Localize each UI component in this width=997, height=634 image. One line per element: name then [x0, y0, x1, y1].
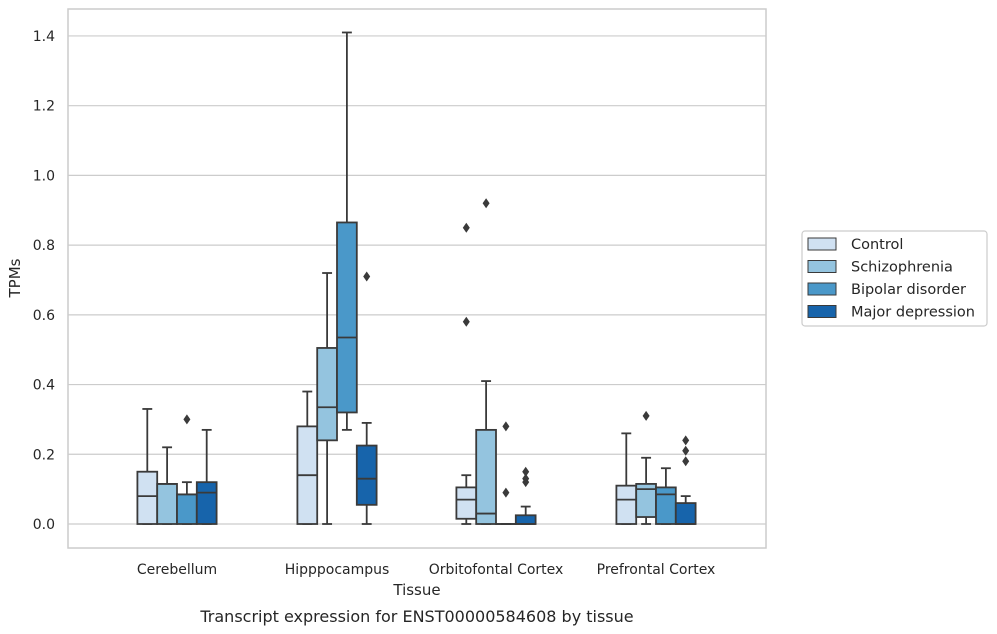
- legend-frame: [801, 230, 988, 327]
- legend-label: Bipolar disorder: [851, 282, 966, 298]
- outlier-point: [682, 435, 690, 446]
- y-grid: [68, 35, 766, 525]
- box-control: [455, 222, 478, 525]
- box-major-depression: [355, 271, 378, 525]
- iqr-box: [475, 428, 497, 525]
- iqr-box: [195, 481, 218, 525]
- legend: Control Schizophrenia Bipolar disorder Majo…: [801, 230, 988, 327]
- iqr-box: [674, 502, 697, 525]
- outlier-point: [363, 271, 371, 282]
- y-tick-label: 1.2: [33, 99, 55, 115]
- boxes: [136, 31, 697, 525]
- outlier-point: [462, 222, 470, 233]
- y-axis-label: TPMs: [6, 258, 24, 298]
- outlier-point: [462, 316, 470, 327]
- outlier-point: [502, 487, 510, 498]
- y-tick-label: 1.0: [33, 168, 55, 184]
- x-tick-label: Hipppocampus: [285, 562, 390, 578]
- plot-frame: [67, 8, 767, 549]
- iqr-box: [156, 483, 178, 525]
- x-tick-label: Prefrontal Cortex: [597, 562, 716, 578]
- box-schizophrenia: [475, 198, 497, 525]
- box-bipolar-disorder: [655, 467, 677, 525]
- outlier-point: [682, 445, 690, 456]
- y-tick-label: 1.4: [33, 29, 55, 45]
- y-tick-label: 0.2: [33, 447, 55, 463]
- y-tick-label: 0.6: [33, 308, 55, 324]
- legend-swatch: [807, 282, 837, 296]
- legend-swatch: [807, 305, 837, 318]
- box-schizophrenia: [635, 410, 657, 525]
- outlier-point: [522, 466, 530, 477]
- iqr-box: [655, 486, 677, 525]
- iqr-box: [615, 484, 638, 525]
- outlier-point: [502, 421, 510, 432]
- legend-label: Schizophrenia: [851, 260, 953, 276]
- y-tick-label: 0.0: [33, 517, 55, 533]
- x-axis-label: Tissue: [392, 581, 440, 599]
- legend-swatch: [807, 237, 837, 251]
- y-axis-ticks: 0.0 0.2 0.4 0.6 0.8 1.0 1.2 1.4: [33, 29, 55, 533]
- y-tick-label: 0.4: [33, 378, 55, 394]
- y-tick-label: 0.8: [33, 238, 55, 254]
- iqr-box: [455, 486, 478, 520]
- iqr-box: [336, 221, 358, 414]
- box-schizophrenia: [156, 446, 178, 525]
- outlier-point: [522, 473, 530, 484]
- iqr-box: [136, 470, 159, 525]
- legend-swatch: [807, 260, 837, 273]
- iqr-box: [514, 514, 537, 525]
- iqr-box: [316, 347, 338, 442]
- outlier-point: [482, 198, 490, 209]
- box-bipolar-disorder: [176, 414, 198, 525]
- box-major-depression: [195, 428, 218, 525]
- x-tick-label: Orbitofontal Cortex: [429, 562, 564, 578]
- outlier-point: [183, 414, 191, 425]
- box-control: [296, 390, 319, 525]
- box-schizophrenia: [316, 272, 338, 525]
- box-control: [615, 432, 638, 525]
- x-axis-ticks: Cerebellum Hipppocampus Orbitofontal Corte…: [137, 562, 715, 578]
- box-major-depression: [674, 435, 697, 525]
- legend-label: Control: [851, 237, 903, 253]
- iqr-box: [355, 444, 378, 506]
- legend-label: Major depression: [851, 305, 975, 321]
- iqr-box: [176, 493, 198, 525]
- chart-caption: Transcript expression for ENST0000058460…: [199, 607, 633, 626]
- box-major-depression: [514, 466, 537, 525]
- outlier-point: [642, 410, 650, 421]
- outlier-point: [682, 456, 690, 467]
- x-tick-label: Cerebellum: [137, 562, 217, 578]
- box-bipolar-disorder: [495, 421, 517, 525]
- box-control: [136, 408, 159, 525]
- box-bipolar-disorder: [336, 31, 358, 431]
